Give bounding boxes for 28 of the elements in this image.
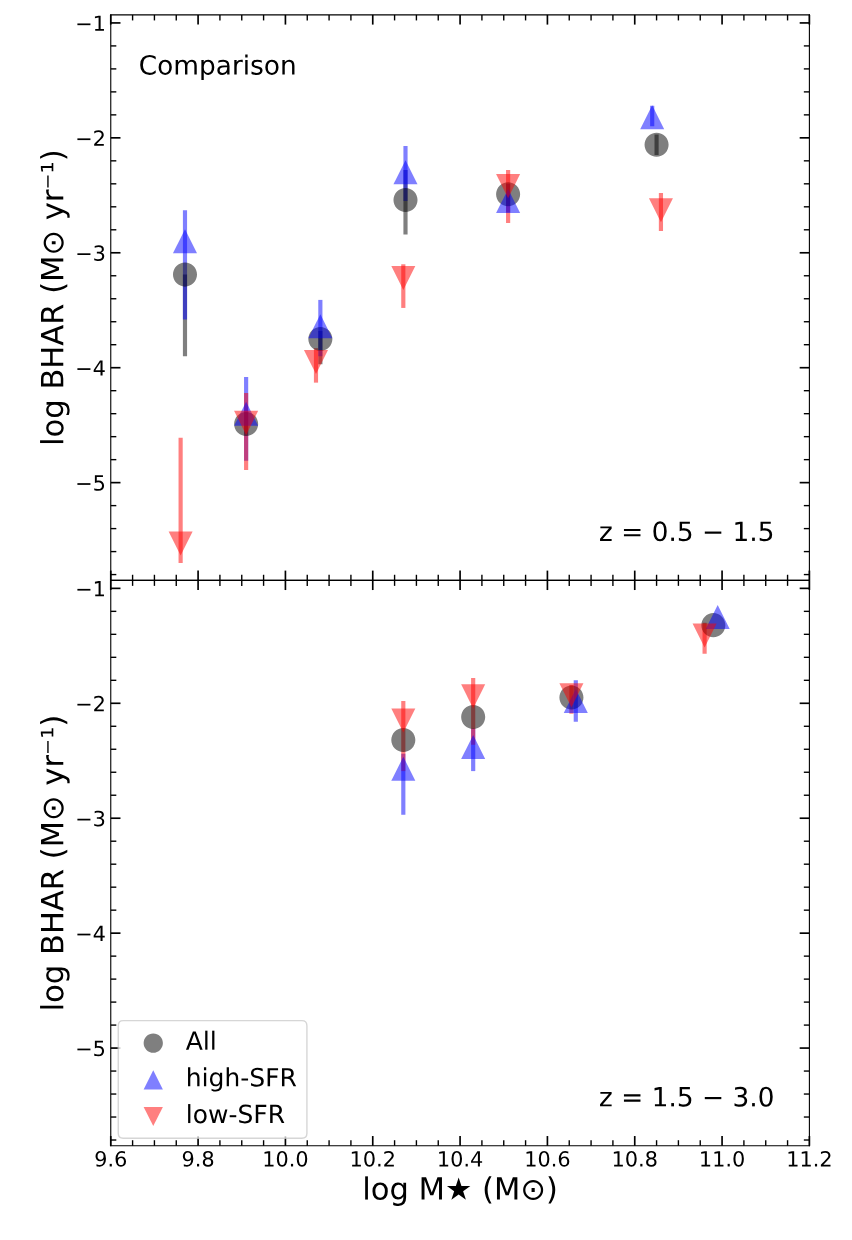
y-tick-label: −2: [77, 130, 104, 146]
y-tick-label: −4: [77, 360, 105, 376]
y-axis-title: log BHAR (M⊙ yr⁻¹): [40, 717, 70, 1009]
legend-label: low-SFR: [188, 1104, 285, 1124]
x-tick-label: 10.8: [613, 1150, 657, 1167]
y-tick-label: −3: [77, 245, 105, 261]
y-tick-label: −5: [77, 1040, 105, 1057]
legend-label: high-SFR: [188, 1067, 297, 1092]
x-tick-label: 10.0: [264, 1150, 308, 1167]
x-tick-label: 11.2: [788, 1150, 831, 1167]
y-tick-label: −1: [77, 581, 104, 597]
x-tick-label: 10.2: [351, 1150, 394, 1167]
x-axis-title: log M★ (M⊙): [365, 1176, 556, 1206]
y-tick-label: −5: [77, 475, 105, 491]
annotation: z = 1.5 − 3.0: [600, 1086, 773, 1107]
x-tick-label: 9.8: [182, 1150, 214, 1167]
x-tick-label: 10.6: [526, 1150, 570, 1167]
y-axis-title: log BHAR (M⊙ yr⁻¹): [40, 151, 70, 444]
y-tick-label: −4: [77, 925, 105, 942]
x-tick-label: 9.6: [95, 1150, 127, 1167]
legend-label: All: [185, 1030, 215, 1050]
y-tick-label: −3: [77, 810, 105, 827]
annotation: z = 0.5 − 1.5: [600, 521, 773, 542]
x-tick-label: 11.0: [701, 1150, 744, 1167]
annotation: Comparison: [140, 54, 295, 80]
y-tick-label: −1: [77, 15, 104, 31]
x-tick-label: 10.4: [439, 1150, 483, 1167]
y-tick-label: −2: [77, 695, 104, 712]
